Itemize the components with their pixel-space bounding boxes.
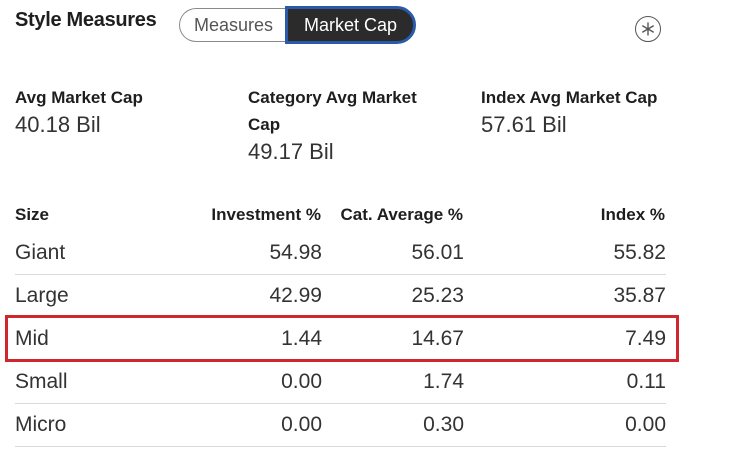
table-row: Giant 54.98 56.01 55.82 (15, 231, 666, 274)
category-avg-market-cap-value: 49.17 Bil (248, 139, 334, 164)
category-avg-market-cap-label-line1: Category Avg Market (248, 88, 417, 107)
column-header-size: Size (15, 205, 50, 224)
row-divider (15, 403, 666, 404)
avg-market-cap-value: 40.18 Bil (15, 112, 101, 137)
table-row: Large 42.99 25.23 35.87 (15, 274, 666, 317)
row-size: Giant (15, 241, 66, 264)
column-header-cat-average: Cat. Average % (340, 205, 463, 224)
row-investment: 42.99 (269, 284, 322, 307)
row-investment: 0.00 (281, 370, 322, 393)
column-header-index: Index % (600, 205, 665, 224)
highlight-box (5, 315, 679, 362)
category-avg-market-cap-label-line2: Cap (248, 115, 281, 134)
market-cap-toggle-button[interactable]: Market Cap (285, 6, 416, 44)
index-avg-market-cap-label: Index Avg Market Cap (481, 88, 658, 107)
market-cap-toggle-label: Market Cap (303, 14, 398, 35)
row-investment: 1.44 (281, 327, 322, 350)
row-index: 55.82 (613, 241, 666, 264)
row-index: 7.49 (625, 327, 666, 350)
table-row: Micro 0.00 0.30 0.00 (15, 403, 666, 446)
row-size: Mid (15, 327, 49, 350)
avg-market-cap-label: Avg Market Cap (15, 88, 143, 107)
row-index: 0.11 (626, 370, 666, 393)
column-header-investment: Investment % (211, 205, 321, 224)
category-avg-market-cap-block: Category Avg Market Cap 49.17 Bil (248, 84, 417, 165)
row-investment: 0.00 (281, 413, 322, 436)
table-row: Small 0.00 1.74 0.11 (15, 360, 666, 403)
row-divider (15, 274, 666, 275)
row-cat-average: 0.30 (423, 413, 464, 436)
row-size: Large (15, 284, 69, 307)
row-cat-average: 1.74 (423, 370, 464, 393)
measures-toggle-button[interactable]: Measures (179, 8, 305, 42)
row-index: 0.00 (625, 413, 666, 436)
view-toggle: Measures Market Cap (179, 6, 416, 44)
asterisk-glyph (642, 22, 654, 36)
row-cat-average: 14.67 (411, 327, 464, 350)
measures-toggle-label: Measures (193, 14, 274, 35)
index-avg-market-cap-value: 57.61 Bil (481, 112, 567, 137)
table-row: Mid 1.44 14.67 7.49 (15, 317, 666, 360)
row-cat-average: 56.01 (411, 241, 464, 264)
row-cat-average: 25.23 (411, 284, 464, 307)
index-avg-market-cap-block: Index Avg Market Cap 57.61 Bil (481, 84, 657, 138)
asterisk-circle-icon[interactable] (635, 16, 661, 42)
row-size: Micro (15, 413, 67, 436)
row-divider (15, 446, 666, 447)
avg-market-cap-block: Avg Market Cap 40.18 Bil (15, 84, 143, 138)
row-index: 35.87 (613, 284, 666, 307)
row-investment: 54.98 (269, 241, 322, 264)
row-size: Small (15, 370, 68, 393)
section-title: Style Measures (15, 9, 157, 31)
